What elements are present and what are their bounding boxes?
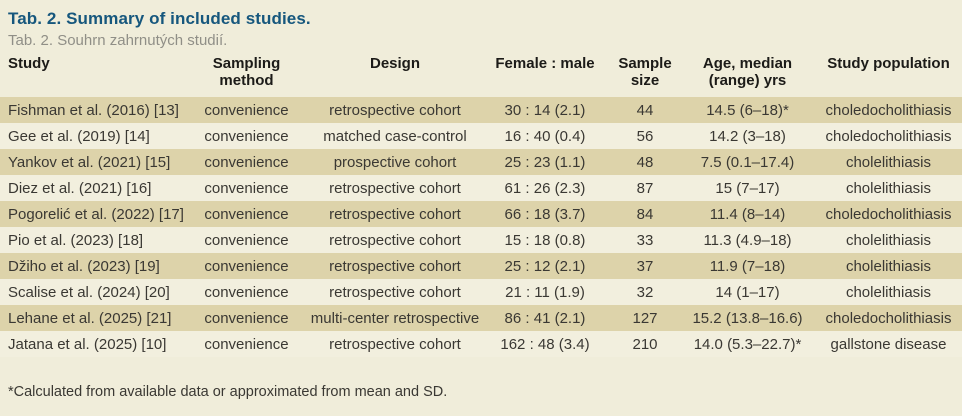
table-cell: Lehane et al. (2025) [21] — [8, 309, 172, 327]
table-cell: choledocholithiasis — [825, 101, 952, 119]
table-cell: 25 : 12 (2.1) — [504, 257, 586, 275]
table-cell: Džiho et al. (2023) [19] — [8, 257, 160, 275]
table-cell: convenience — [204, 309, 289, 327]
table-cell: Gee et al. (2019) [14] — [8, 127, 150, 145]
table-cell: Pio et al. (2023) [18] — [8, 231, 144, 249]
table-cell: convenience — [204, 153, 289, 171]
table-cell: 84 — [636, 205, 654, 223]
table-cell: retrospective cohort — [329, 283, 461, 301]
table-cell: 66 : 18 (3.7) — [504, 205, 586, 223]
table-cell: convenience — [204, 101, 289, 119]
table-cell: Yankov et al. (2021) [15] — [8, 153, 171, 171]
table-cell: convenience — [204, 231, 289, 249]
table-cell: retrospective cohort — [329, 205, 461, 223]
column-header: Age, median (range) yrs — [702, 55, 793, 89]
table-cell: 14 (1–17) — [715, 283, 780, 301]
table-cell: convenience — [204, 205, 289, 223]
column-header: Study — [8, 55, 50, 72]
table-cell: Fishman et al. (2016) [13] — [8, 101, 179, 119]
table-cell: 210 — [632, 335, 658, 353]
table-body: Fishman et al. (2016) [13] convenience ret… — [0, 97, 962, 357]
table-cell: 56 — [636, 127, 654, 145]
table-cell: Pogorelić et al. (2022) [17] — [8, 205, 183, 223]
table-row: Gee et al. (2019) [14] convenience matched… — [0, 123, 962, 149]
table-cell: 25 : 23 (1.1) — [504, 153, 586, 171]
table-cell: choledocholithiasis — [825, 205, 952, 223]
table-subtitle-czech: Tab. 2. Souhrn zahrnutých studií. — [8, 32, 228, 49]
table-cell: convenience — [204, 283, 289, 301]
table-cell: 61 : 26 (2.3) — [504, 179, 586, 197]
table-cell: 14.5 (6–18)* — [706, 101, 789, 119]
table-cell: Jatana et al. (2025) [10] — [8, 335, 167, 353]
table-cell: convenience — [204, 127, 289, 145]
table-cell: Diez et al. (2021) [16] — [8, 179, 152, 197]
table-cell: cholelithiasis — [845, 153, 932, 171]
table-cell: matched case-control — [323, 127, 467, 145]
table-cell: 162 : 48 (3.4) — [500, 335, 590, 353]
table-cell: 15.2 (13.8–16.6) — [692, 309, 803, 327]
table-footnote: *Calculated from available data or appro… — [8, 384, 448, 400]
table-cell: prospective cohort — [333, 153, 457, 171]
table-title: Tab. 2. Summary of included studies. — [8, 9, 311, 28]
column-header: Study population — [827, 55, 950, 72]
table-cell: convenience — [204, 335, 289, 353]
table-cell: 127 — [632, 309, 658, 327]
table-cell: convenience — [204, 257, 289, 275]
table-row: Jatana et al. (2025) [10] convenience retr… — [0, 331, 962, 357]
table-row: Pio et al. (2023) [18] convenience retrosp… — [0, 227, 962, 253]
table-cell: retrospective cohort — [329, 257, 461, 275]
table-cell: 11.4 (8–14) — [709, 205, 786, 223]
column-header: Sampling method — [212, 55, 281, 89]
table-cell: 11.9 (7–18) — [709, 257, 786, 275]
table-cell: cholelithiasis — [845, 257, 932, 275]
table-cell: retrospective cohort — [329, 101, 461, 119]
summary-table: Study Sampling method Design Female : male S… — [0, 53, 962, 357]
column-header: Female : male — [495, 55, 595, 72]
table-cell: convenience — [204, 179, 289, 197]
table-cell: 37 — [636, 257, 654, 275]
table-cell: cholelithiasis — [845, 179, 932, 197]
table-cell: choledocholithiasis — [825, 309, 952, 327]
table-row: Diez et al. (2021) [16] convenience retros… — [0, 175, 962, 201]
table-cell: 33 — [636, 231, 654, 249]
table-row: Scalise et al. (2024) [20] convenience ret… — [0, 279, 962, 305]
table-cell: 14.2 (3–18) — [709, 127, 786, 145]
table-row: Fishman et al. (2016) [13] convenience ret… — [0, 97, 962, 123]
table-cell: choledocholithiasis — [825, 127, 952, 145]
table-cell: 21 : 11 (1.9) — [505, 283, 585, 301]
table-cell: 44 — [636, 101, 654, 119]
table-cell: 14.0 (5.3–22.7)* — [693, 335, 802, 353]
table-cell: multi-center retrospective — [310, 309, 480, 327]
table-cell: retrospective cohort — [329, 335, 461, 353]
table-cell: 15 : 18 (0.8) — [504, 231, 586, 249]
table-cell: cholelithiasis — [845, 283, 932, 301]
table-cell: 7.5 (0.1–17.4) — [700, 153, 795, 171]
table-cell: retrospective cohort — [329, 231, 461, 249]
table-cell: 86 : 41 (2.1) — [504, 309, 586, 327]
header-row: Study Sampling method Design Female : male S… — [0, 53, 962, 97]
column-header: Sample size — [618, 55, 672, 89]
table-cell: 30 : 14 (2.1) — [504, 101, 586, 119]
table-cell: 11.3 (4.9–18) — [703, 231, 792, 249]
table-cell: retrospective cohort — [329, 179, 461, 197]
table-cell: gallstone disease — [830, 335, 947, 353]
table-row: Lehane et al. (2025) [21] convenience mult… — [0, 305, 962, 331]
table-cell: 87 — [636, 179, 654, 197]
table-cell: cholelithiasis — [845, 231, 932, 249]
table-row: Džiho et al. (2023) [19] convenience retro… — [0, 253, 962, 279]
table-cell: Scalise et al. (2024) [20] — [8, 283, 170, 301]
table-row: Pogorelić et al. (2022) [17] convenience r… — [0, 201, 962, 227]
table-cell: 48 — [636, 153, 654, 171]
column-header: Design — [369, 55, 420, 72]
table-header: Study Sampling method Design Female : male S… — [0, 53, 962, 97]
table-cell: 16 : 40 (0.4) — [504, 127, 586, 145]
table-cell: 15 (7–17) — [715, 179, 780, 197]
table-cell: 32 — [636, 283, 654, 301]
table-row: Yankov et al. (2021) [15] convenience pros… — [0, 149, 962, 175]
